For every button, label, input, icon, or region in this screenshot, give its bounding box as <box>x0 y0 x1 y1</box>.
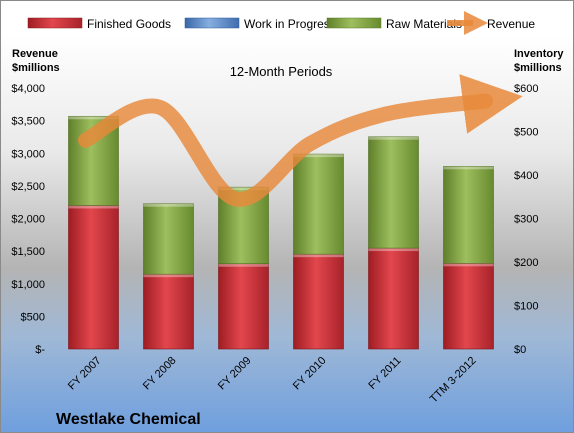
bar-finished-goods <box>443 263 494 350</box>
bar-finished-goods-highlight <box>68 205 119 209</box>
legend-item-work-in-progress: Work in Progress <box>184 17 336 31</box>
bar-raw-materials-highlight <box>68 116 119 120</box>
bar-finished-goods <box>368 247 419 350</box>
legend-item-finished-goods: Finished Goods <box>27 17 171 31</box>
right-axis-ticks: $0 $100 $200 $300 $400 $500 $600 <box>514 83 538 356</box>
legend-item-revenue: Revenue <box>447 11 535 35</box>
bar-raw-materials <box>443 166 494 264</box>
right-axis-title-line2: $millions <box>514 62 562 74</box>
right-tick-label: $400 <box>514 170 538 182</box>
right-tick-label: $0 <box>514 344 526 356</box>
right-tick-label: $200 <box>514 257 538 269</box>
legend-swatch-finished-goods <box>27 17 83 29</box>
bar-finished-goods <box>68 205 119 350</box>
bar-raw-materials-highlight <box>218 187 269 191</box>
left-tick-label: $4,000 <box>11 83 45 95</box>
revenue-line <box>78 74 523 207</box>
x-axis-labels: FY 2007 FY 2008 FY 2009 FY 2010 FY 2011 TTM 3… <box>66 355 479 406</box>
left-tick-label: $1,000 <box>11 279 45 291</box>
bar-raw-materials <box>368 136 419 249</box>
category-label: FY 2011 <box>366 355 403 392</box>
left-tick-label: $3,500 <box>11 116 45 128</box>
bar-raw-materials-highlight <box>443 166 494 170</box>
bar-finished-goods <box>218 263 269 350</box>
bar-finished-goods-highlight <box>143 274 194 278</box>
category-label: FY 2010 <box>291 355 329 393</box>
legend-label-revenue: Revenue <box>487 17 535 31</box>
bar-finished-goods-highlight <box>443 263 494 267</box>
bar-raw-materials-highlight <box>368 136 419 140</box>
chart-subtitle: 12-Month Periods <box>230 64 333 79</box>
category-label: FY 2008 <box>141 355 179 393</box>
category-label: TTM 3-2012 <box>428 355 479 406</box>
category-label: FY 2007 <box>66 355 104 393</box>
left-axis-title-line1: Revenue <box>12 48 58 60</box>
category-label: FY 2009 <box>216 355 254 393</box>
bar-finished-goods <box>293 253 344 350</box>
legend-swatch-raw-materials <box>326 17 382 29</box>
bar-raw-materials <box>293 153 344 255</box>
legend: Finished Goods Work in Progress Raw Mate… <box>27 11 535 35</box>
right-tick-label: $100 <box>514 301 538 313</box>
bar-raw-materials-highlight <box>293 154 344 158</box>
bar-finished-goods-highlight <box>218 263 269 267</box>
bar-finished-goods-highlight <box>368 248 419 252</box>
legend-label-finished-goods: Finished Goods <box>87 17 171 31</box>
right-tick-label: $300 <box>514 214 538 226</box>
left-tick-label: $3,000 <box>11 148 45 160</box>
legend-swatch-work-in-progress <box>184 17 240 29</box>
legend-label-work-in-progress: Work in Progress <box>244 17 336 31</box>
bar-raw-materials <box>143 203 194 275</box>
left-tick-label: $1,500 <box>11 246 45 258</box>
bar-raw-materials-highlight <box>143 203 194 207</box>
left-tick-label: $2,000 <box>11 214 45 226</box>
left-tick-label: $- <box>35 344 45 356</box>
left-tick-label: $500 <box>21 311 45 323</box>
legend-label-raw-materials: Raw Materials <box>386 17 462 31</box>
right-axis-title-line1: Inventory <box>514 48 564 60</box>
bar-finished-goods-highlight <box>293 254 344 258</box>
bar-finished-goods <box>143 273 194 350</box>
bars <box>68 115 494 350</box>
left-axis-ticks: $- $500 $1,000 $1,500 $2,000 $2,500 $3,000 $3,5… <box>11 83 45 356</box>
right-tick-label: $500 <box>514 127 538 139</box>
left-axis-title-line2: $millions <box>12 62 60 74</box>
right-tick-label: $600 <box>514 83 538 95</box>
revenue-line-layer <box>78 74 523 207</box>
company-name: Westlake Chemical <box>56 411 201 428</box>
left-tick-label: $2,500 <box>11 181 45 193</box>
legend-item-raw-materials: Raw Materials <box>326 17 462 31</box>
